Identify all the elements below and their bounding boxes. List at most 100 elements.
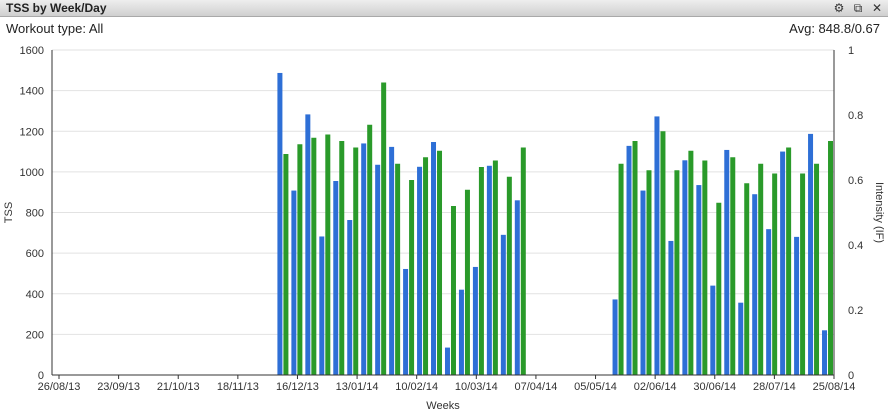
x-tick-label: 21/10/13 [157, 381, 200, 393]
intensity-bar [381, 82, 387, 375]
intensity-bar [730, 157, 736, 375]
x-tick-label: 25/08/14 [813, 381, 856, 393]
x-tick-label: 16/12/13 [276, 381, 319, 393]
tss-bar [724, 149, 730, 375]
window-title: TSS by Week/Day [6, 1, 107, 15]
tss-bar [486, 165, 492, 375]
intensity-bar [353, 147, 359, 375]
intensity-bar [688, 150, 694, 375]
y2-tick-label: 0.6 [848, 175, 863, 187]
tss-bar [612, 299, 618, 375]
tss-bar [403, 268, 409, 375]
tss-bar [710, 285, 716, 375]
tss-bar [319, 236, 325, 375]
intensity-bar [632, 141, 638, 375]
intensity-bar [450, 206, 456, 375]
tss-bar [514, 200, 520, 375]
tss-bar [444, 347, 450, 375]
intensity-bar [828, 141, 834, 375]
x-axis-title: Weeks [426, 400, 460, 411]
x-tick-label: 18/11/13 [217, 381, 259, 393]
intensity-bar [744, 183, 750, 375]
x-tick-label: 02/06/14 [634, 381, 677, 393]
intensity-bar [674, 170, 680, 375]
tss-bar [500, 234, 506, 375]
intensity-bar [395, 163, 401, 375]
y-tick-label: 800 [26, 208, 44, 220]
y2-tick-label: 1 [848, 45, 854, 57]
intensity-bar [618, 163, 624, 375]
x-tick-label: 05/05/14 [574, 381, 617, 393]
tss-bar [752, 194, 758, 375]
y-tick-label: 1600 [20, 45, 44, 57]
x-tick-label: 30/06/14 [693, 381, 736, 393]
tss-bar [431, 142, 437, 375]
intensity-bar [311, 137, 317, 375]
popout-icon[interactable]: ⧉ [853, 1, 863, 15]
info-bar: Workout type: All Avg: 848.8/0.67 [0, 17, 888, 39]
y2-tick-label: 0.4 [848, 240, 863, 252]
y-axis-title: TSS [3, 202, 15, 223]
intensity-bar [437, 150, 443, 375]
tss-bar [361, 143, 367, 375]
intensity-bar [786, 147, 792, 375]
intensity-bar [660, 131, 666, 375]
y-tick-label: 1200 [20, 126, 44, 138]
tss-bar [417, 166, 423, 375]
tss-bar [333, 181, 339, 375]
workout-type-label: Workout type: All [6, 21, 104, 36]
tss-bar [654, 116, 660, 375]
x-tick-label: 23/09/13 [97, 381, 140, 393]
tss-bar [668, 240, 674, 375]
intensity-bar [367, 124, 373, 375]
average-label: Avg: 848.8/0.67 [789, 21, 880, 36]
intensity-bar [325, 134, 331, 375]
intensity-bar [772, 173, 778, 375]
gear-icon[interactable]: ⚙ [833, 1, 845, 15]
intensity-bar [409, 180, 415, 375]
intensity-bar [339, 141, 345, 375]
y-tick-label: 400 [26, 289, 44, 301]
y-tick-label: 600 [26, 248, 44, 260]
y2-tick-label: 0.2 [848, 305, 863, 317]
tss-bar [780, 151, 786, 375]
x-tick-label: 10/03/14 [455, 381, 498, 393]
intensity-bar [283, 154, 289, 375]
tss-bar [794, 236, 800, 375]
y2-tick-label: 0 [848, 370, 854, 382]
y-tick-label: 1400 [20, 86, 44, 98]
x-tick-label: 07/04/14 [515, 381, 558, 393]
tss-bar [458, 289, 464, 375]
x-tick-label: 28/07/14 [753, 381, 796, 393]
tss-bar [472, 266, 478, 375]
tss-bar [389, 146, 395, 375]
tss-bar [640, 190, 646, 375]
tss-bar [291, 190, 297, 375]
window-titlebar: TSS by Week/Day ⚙ ⧉ ✕ [0, 0, 888, 17]
close-icon[interactable]: ✕ [871, 1, 883, 15]
tss-bar [305, 114, 311, 375]
x-tick-label: 10/02/14 [395, 381, 438, 393]
intensity-bar [716, 202, 722, 375]
tss-bar [347, 220, 353, 375]
tss-bar [682, 160, 688, 375]
tss-bar [738, 302, 744, 375]
tss-bar [696, 185, 702, 375]
intensity-bar [464, 189, 470, 375]
x-tick-label: 26/08/13 [38, 381, 81, 393]
y2-tick-label: 0.8 [848, 110, 863, 122]
intensity-bar [758, 163, 764, 375]
y-tick-label: 0 [38, 370, 44, 382]
y-tick-label: 200 [26, 329, 44, 341]
intensity-bar [492, 160, 498, 375]
intensity-bar [814, 163, 820, 375]
intensity-bar [297, 144, 303, 375]
tss-bar [766, 229, 772, 375]
x-tick-label: 13/01/14 [336, 381, 379, 393]
intensity-bar [702, 160, 708, 375]
intensity-bar [506, 176, 512, 375]
y2-axis-title: Intensity (IF) [873, 182, 885, 243]
intensity-bar [646, 170, 652, 375]
tss-bar [375, 164, 381, 375]
